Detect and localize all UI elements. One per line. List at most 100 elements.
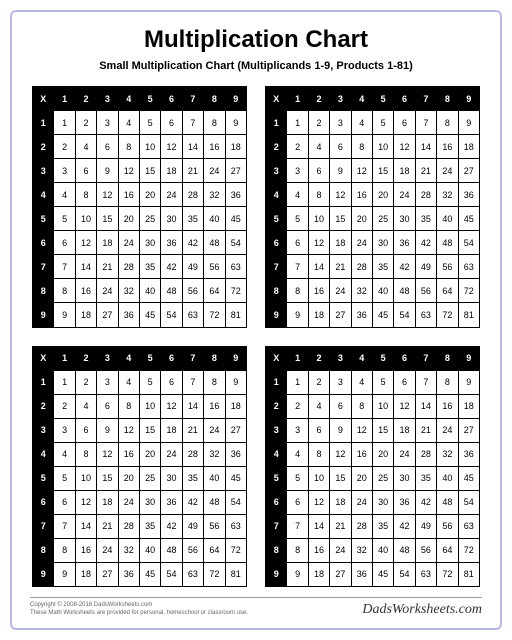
corner-cell: X <box>33 346 54 370</box>
product-cell: 18 <box>308 562 329 586</box>
product-cell: 6 <box>330 135 351 159</box>
product-cell: 24 <box>118 490 139 514</box>
product-cell: 45 <box>458 207 479 231</box>
product-cell: 18 <box>458 394 479 418</box>
product-cell: 21 <box>415 159 436 183</box>
col-header: 3 <box>97 87 118 111</box>
product-cell: 9 <box>287 562 308 586</box>
product-cell: 36 <box>458 183 479 207</box>
product-cell: 63 <box>458 514 479 538</box>
product-cell: 32 <box>118 538 139 562</box>
product-cell: 6 <box>308 159 329 183</box>
product-cell: 3 <box>287 159 308 183</box>
product-cell: 20 <box>372 442 393 466</box>
product-cell: 42 <box>161 255 182 279</box>
product-cell: 12 <box>97 442 118 466</box>
product-cell: 18 <box>225 135 246 159</box>
product-cell: 21 <box>97 255 118 279</box>
row-header: 2 <box>33 394 54 418</box>
product-cell: 6 <box>394 111 415 135</box>
product-cell: 16 <box>308 279 329 303</box>
product-cell: 30 <box>372 490 393 514</box>
product-cell: 28 <box>182 183 203 207</box>
product-cell: 42 <box>394 255 415 279</box>
product-cell: 32 <box>351 538 372 562</box>
product-cell: 14 <box>182 394 203 418</box>
product-cell: 35 <box>372 514 393 538</box>
product-cell: 9 <box>458 111 479 135</box>
product-cell: 21 <box>330 255 351 279</box>
product-cell: 12 <box>351 159 372 183</box>
product-cell: 9 <box>225 370 246 394</box>
product-cell: 9 <box>287 303 308 327</box>
product-cell: 18 <box>308 303 329 327</box>
product-cell: 27 <box>330 562 351 586</box>
col-header: 7 <box>415 346 436 370</box>
product-cell: 4 <box>308 394 329 418</box>
product-cell: 42 <box>182 231 203 255</box>
product-cell: 56 <box>204 514 225 538</box>
product-cell: 42 <box>161 514 182 538</box>
row-header: 7 <box>266 255 287 279</box>
product-cell: 35 <box>139 255 160 279</box>
row-header: 9 <box>33 303 54 327</box>
product-cell: 48 <box>437 490 458 514</box>
product-cell: 18 <box>225 394 246 418</box>
product-cell: 18 <box>330 231 351 255</box>
product-cell: 6 <box>161 111 182 135</box>
product-cell: 25 <box>372 466 393 490</box>
product-cell: 54 <box>225 490 246 514</box>
product-cell: 14 <box>75 255 96 279</box>
row-header: 1 <box>266 370 287 394</box>
product-cell: 81 <box>458 303 479 327</box>
product-cell: 2 <box>308 111 329 135</box>
product-cell: 9 <box>97 418 118 442</box>
product-cell: 27 <box>458 159 479 183</box>
product-cell: 63 <box>458 255 479 279</box>
product-cell: 56 <box>182 538 203 562</box>
product-cell: 9 <box>330 159 351 183</box>
product-cell: 5 <box>287 207 308 231</box>
product-cell: 18 <box>458 135 479 159</box>
multiplication-table: X123456789112345678922468101214161833691… <box>32 346 247 588</box>
col-header: 1 <box>287 346 308 370</box>
col-header: 4 <box>118 346 139 370</box>
product-cell: 14 <box>415 394 436 418</box>
product-cell: 6 <box>54 231 75 255</box>
product-cell: 6 <box>287 490 308 514</box>
col-header: 6 <box>161 87 182 111</box>
product-cell: 6 <box>394 370 415 394</box>
product-cell: 5 <box>372 111 393 135</box>
product-cell: 28 <box>118 514 139 538</box>
product-cell: 63 <box>225 514 246 538</box>
product-cell: 16 <box>437 135 458 159</box>
product-cell: 3 <box>54 418 75 442</box>
product-cell: 7 <box>287 514 308 538</box>
product-cell: 35 <box>372 255 393 279</box>
product-cell: 4 <box>287 442 308 466</box>
col-header: 7 <box>182 87 203 111</box>
product-cell: 3 <box>330 111 351 135</box>
row-header: 3 <box>266 159 287 183</box>
product-cell: 30 <box>372 231 393 255</box>
product-cell: 27 <box>225 159 246 183</box>
row-header: 6 <box>33 490 54 514</box>
product-cell: 12 <box>118 418 139 442</box>
product-cell: 2 <box>308 370 329 394</box>
product-cell: 64 <box>204 279 225 303</box>
row-header: 7 <box>266 514 287 538</box>
col-header: 5 <box>139 346 160 370</box>
product-cell: 25 <box>139 207 160 231</box>
product-cell: 20 <box>118 466 139 490</box>
product-cell: 14 <box>308 514 329 538</box>
product-cell: 5 <box>372 370 393 394</box>
product-cell: 12 <box>330 183 351 207</box>
product-cell: 48 <box>437 231 458 255</box>
product-cell: 6 <box>161 370 182 394</box>
product-cell: 40 <box>437 207 458 231</box>
row-header: 8 <box>266 538 287 562</box>
product-cell: 4 <box>54 442 75 466</box>
col-header: 2 <box>308 346 329 370</box>
product-cell: 24 <box>161 183 182 207</box>
col-header: 8 <box>437 346 458 370</box>
